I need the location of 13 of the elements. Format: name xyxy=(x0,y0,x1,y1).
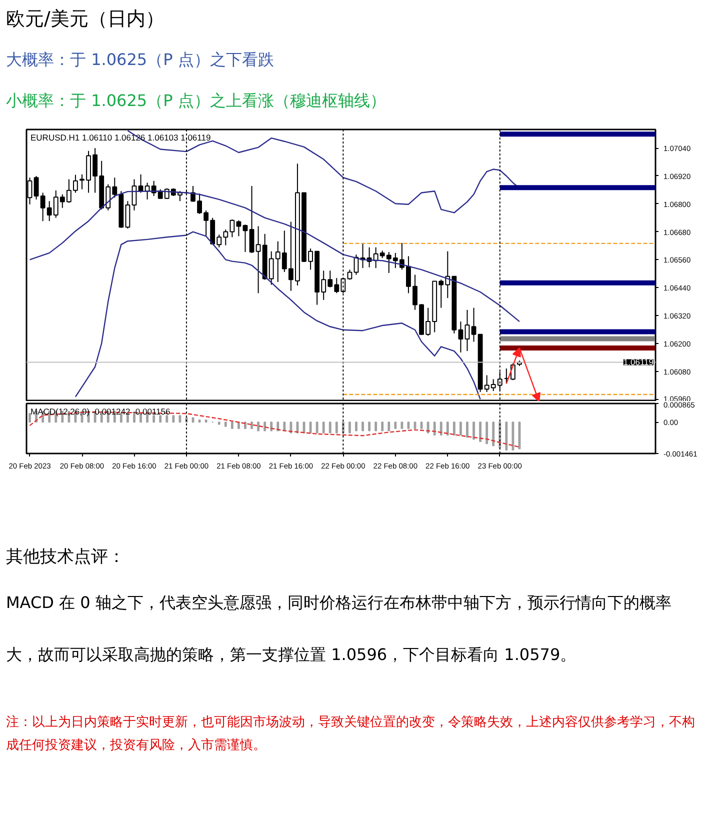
candlestick xyxy=(464,309,470,352)
candlestick xyxy=(249,185,254,254)
ref-line-label: 1.06119 xyxy=(623,357,654,368)
candlestick xyxy=(471,307,476,342)
candlestick xyxy=(73,174,78,194)
chart-title: 欧元/美元（日内） xyxy=(6,7,164,32)
text: 其他技术点评： xyxy=(6,546,125,569)
text: 注：以上为日内策略于实时更新，也可能因市场波动，导致关键位置的改变，令策略失效，上述内容仅供参考学习，不构成任何投资建议，投资有风险，入市需谨慎。 xyxy=(6,714,696,756)
text: 小概率：于 1.0625（P 点）之上看涨（穆迪枢轴线） xyxy=(6,90,386,112)
candlestick xyxy=(242,224,248,252)
line-series xyxy=(74,231,481,400)
text: MACD 在 0 轴之下，代表空头意愿强，同时价格运行在布林带中轴下方，预示行情向下的概率大，故而可以采取高抛的策略，第一支撑位置 1.0596，下个目标看向 1.0579。 xyxy=(6,593,672,664)
chart-subtitle: 大概率：于 1.0625（P 点）之下看跌 xyxy=(6,49,274,72)
